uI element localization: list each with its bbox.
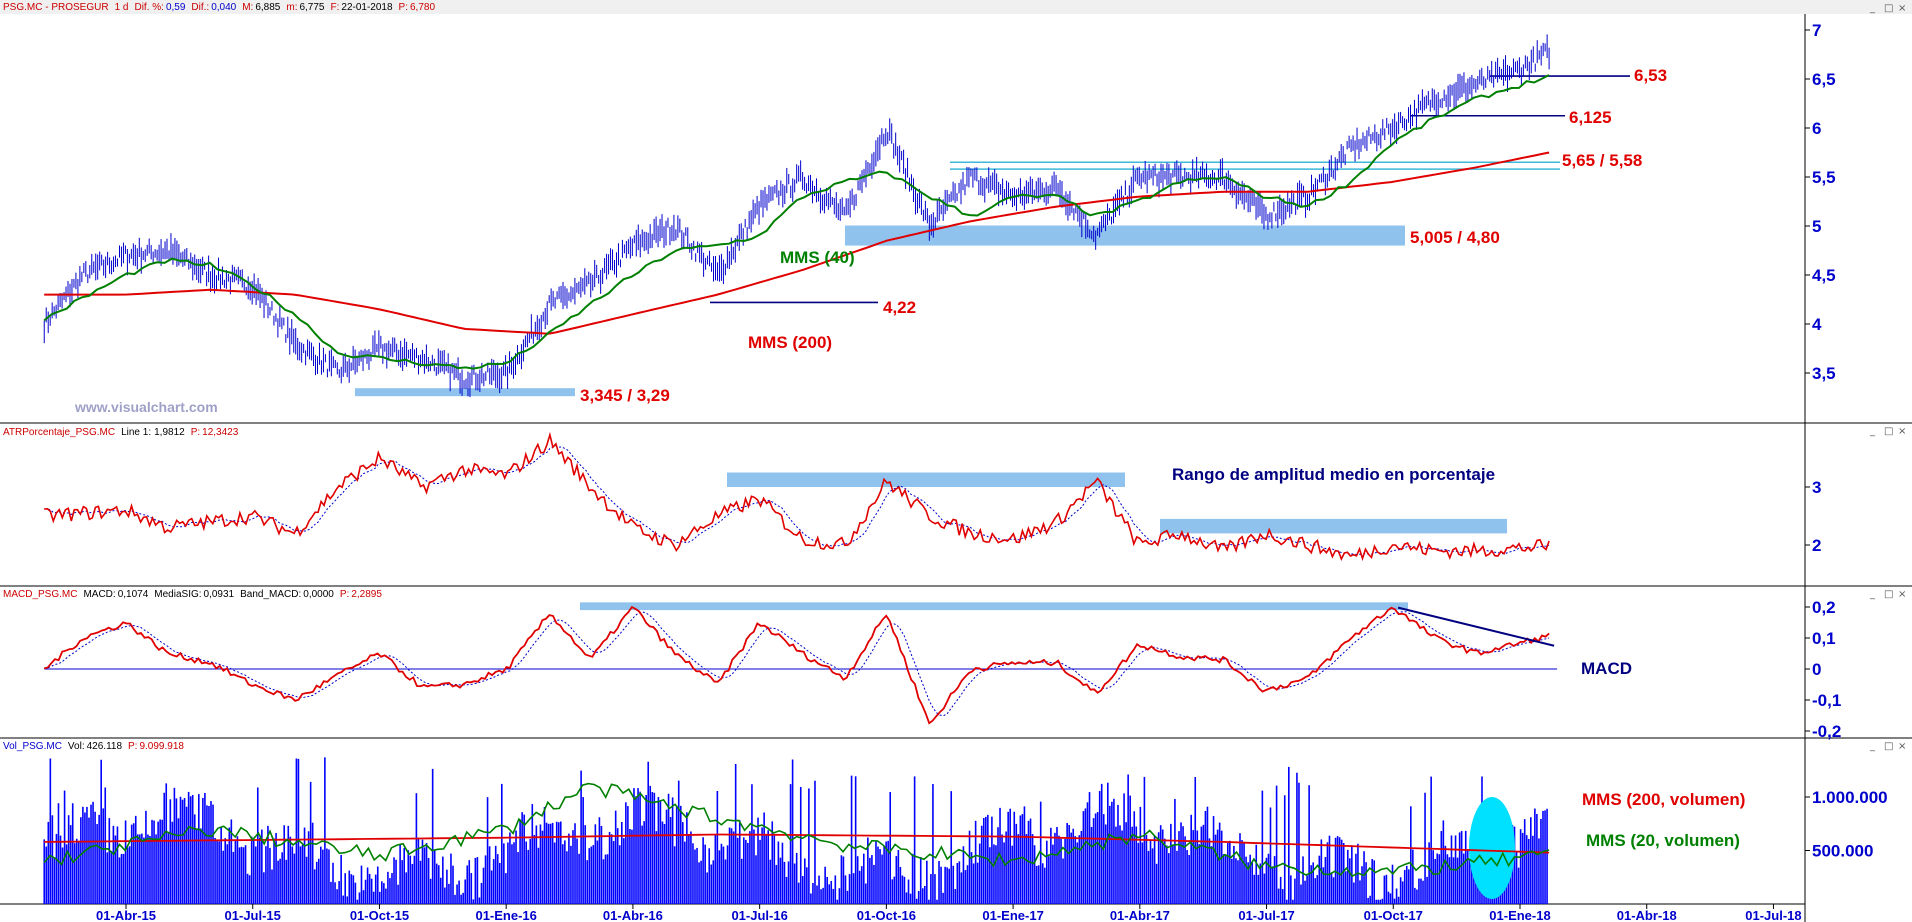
annotation-level-6125: 6,125 xyxy=(1569,108,1612,127)
y-tick-label: 0,2 xyxy=(1812,598,1836,617)
annotation-level-422: 4,22 xyxy=(883,298,916,317)
atr-window-controls[interactable]: _ □ × xyxy=(1869,426,1906,437)
annotation-band-565: 5,65 / 5,58 xyxy=(1562,151,1642,170)
annotation-vol-mms20: MMS (20, volumen) xyxy=(1586,831,1740,850)
x-tick-label: 01-Ene-16 xyxy=(475,908,536,922)
atr-band xyxy=(727,472,1125,487)
annotation-mms40: MMS (40) xyxy=(780,248,855,267)
minimize-icon[interactable]: _ xyxy=(1869,426,1876,437)
y-tick-label: 6,5 xyxy=(1812,70,1836,89)
price-window-controls[interactable]: _ □ × xyxy=(1869,3,1906,14)
restore-icon[interactable]: □ xyxy=(1884,589,1893,600)
atr-band xyxy=(1160,518,1507,534)
close-icon[interactable]: × xyxy=(1898,3,1906,14)
x-tick-label: 01-Jul-16 xyxy=(731,908,787,922)
y-tick-label: 7 xyxy=(1812,21,1821,40)
x-tick-label: 01-Oct-16 xyxy=(857,908,916,922)
volume-highlight xyxy=(1469,797,1515,899)
restore-icon[interactable]: □ xyxy=(1884,426,1893,437)
atr-header: ATRPorcentaje_PSG.MC Line 1: 1,9812 P: 12,34… xyxy=(3,427,239,438)
x-tick-label: 01-Jul-15 xyxy=(225,908,281,922)
macd-signal-line xyxy=(44,611,1550,717)
y-tick-label: 500.000 xyxy=(1812,842,1873,861)
price-band xyxy=(355,388,575,397)
annotation-band-500: 5,005 / 4,80 xyxy=(1410,228,1500,247)
annotation-macd-title: MACD xyxy=(1581,659,1632,678)
watermark: www.visualchart.com xyxy=(74,399,218,415)
mms200-line xyxy=(44,151,1550,335)
restore-icon[interactable]: □ xyxy=(1884,3,1893,14)
x-tick-label: 01-Ene-17 xyxy=(982,908,1043,922)
x-tick-label: 01-Jul-17 xyxy=(1238,908,1294,922)
y-tick-label: 5 xyxy=(1812,217,1821,236)
restore-icon[interactable]: □ xyxy=(1884,741,1893,752)
x-tick-label: 01-Oct-15 xyxy=(350,908,409,922)
y-tick-label: -0,2 xyxy=(1812,722,1841,741)
x-tick-label: 01-Oct-17 xyxy=(1364,908,1423,922)
y-tick-label: 4,5 xyxy=(1812,266,1836,285)
volume-header: Vol_PSG.MC Vol: 426.118 P: 9.099.918 xyxy=(3,741,184,752)
y-tick-label: 0,1 xyxy=(1812,629,1836,648)
plot-area xyxy=(0,0,1805,922)
y-tick-label: 4 xyxy=(1812,315,1822,334)
macd-band xyxy=(580,602,1408,611)
x-tick-label: 01-Abr-15 xyxy=(96,908,156,922)
annotation-atr-title: Rango de amplitud medio en porcentaje xyxy=(1172,465,1495,484)
atr-signal-line xyxy=(44,445,1550,556)
x-tick-label: 01-Abr-18 xyxy=(1617,908,1677,922)
y-tick-label: 0 xyxy=(1812,660,1821,679)
x-tick-label: 01-Jul-18 xyxy=(1745,908,1801,922)
y-tick-label: 3 xyxy=(1812,478,1821,497)
x-tick-label: 01-Abr-16 xyxy=(603,908,663,922)
price-header: PSG.MC - PROSEGUR 1 d Dif. %: 0,59 Dif.: 0,04… xyxy=(3,2,435,13)
volume-window-controls[interactable]: _ □ × xyxy=(1869,741,1906,752)
vol-mms200-line xyxy=(44,833,1550,854)
macd-header: MACD_PSG.MC MACD: 0,1074 MediaSIG: 0,0931 Ban… xyxy=(3,589,382,600)
y-tick-label: 2 xyxy=(1812,536,1821,555)
macd-trendline xyxy=(1397,606,1555,647)
close-icon[interactable]: × xyxy=(1898,741,1906,752)
macd-line xyxy=(43,605,1550,725)
vol-mms20-line xyxy=(43,782,1550,878)
mms40-line xyxy=(43,74,1550,370)
y-tick-label: 3,5 xyxy=(1812,364,1836,383)
annotation-vol-mms200: MMS (200, volumen) xyxy=(1582,790,1745,809)
macd-window-controls[interactable]: _ □ × xyxy=(1869,589,1906,600)
price-band xyxy=(845,225,1405,246)
annotation-mms200: MMS (200) xyxy=(748,333,832,352)
x-tick-label: 01-Ene-18 xyxy=(1489,908,1550,922)
atr-line xyxy=(44,431,1550,562)
close-icon[interactable]: × xyxy=(1898,589,1906,600)
y-tick-label: 5,5 xyxy=(1812,168,1836,187)
y-tick-label: 6 xyxy=(1812,119,1821,138)
price-header-bar xyxy=(0,0,1912,14)
minimize-icon[interactable]: _ xyxy=(1869,3,1876,14)
annotation-support-low: 3,345 / 3,29 xyxy=(580,386,670,405)
x-tick-label: 01-Abr-17 xyxy=(1110,908,1170,922)
y-tick-label: -0,1 xyxy=(1812,691,1841,710)
minimize-icon[interactable]: _ xyxy=(1869,741,1876,752)
close-icon[interactable]: × xyxy=(1898,426,1906,437)
minimize-icon[interactable]: _ xyxy=(1869,589,1876,600)
y-tick-label: 1.000.000 xyxy=(1812,788,1888,807)
annotation-level-653: 6,53 xyxy=(1634,66,1667,85)
